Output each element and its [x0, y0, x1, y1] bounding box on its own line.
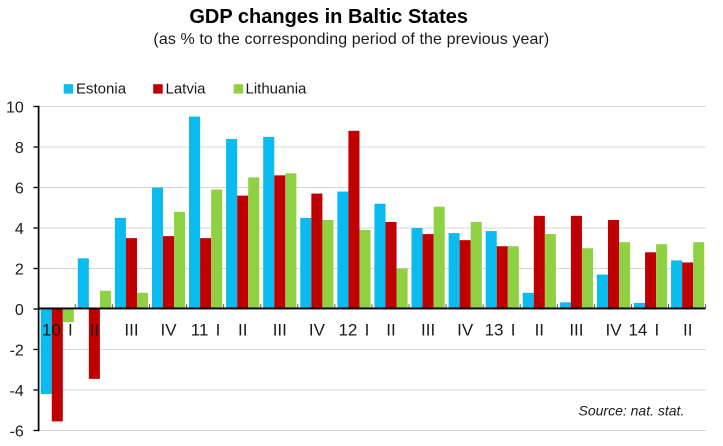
svg-text:III: III — [569, 320, 583, 339]
svg-text:2: 2 — [15, 261, 24, 278]
svg-text:II: II — [238, 320, 247, 339]
svg-text:IV: IV — [160, 320, 177, 339]
svg-text:II: II — [386, 320, 395, 339]
svg-text:-4: -4 — [10, 383, 24, 400]
svg-text:II: II — [683, 320, 692, 339]
svg-text:0: 0 — [15, 302, 24, 319]
svg-text:10 I: 10 I — [42, 320, 73, 339]
svg-text:Source: nat. stat.: Source: nat. stat. — [579, 403, 685, 419]
svg-text:10: 10 — [6, 99, 24, 116]
svg-text:III: III — [421, 320, 435, 339]
svg-text:-2: -2 — [10, 342, 24, 359]
svg-text:III: III — [124, 320, 138, 339]
svg-text:IV: IV — [309, 320, 326, 339]
svg-text:IV: IV — [457, 320, 474, 339]
svg-text:II: II — [90, 320, 99, 339]
svg-text:4: 4 — [15, 221, 24, 238]
svg-text:14 I: 14 I — [628, 320, 659, 339]
svg-text:6: 6 — [15, 180, 24, 197]
svg-text:8: 8 — [15, 140, 24, 157]
svg-text:11 I: 11 I — [191, 320, 221, 339]
svg-text:-6: -6 — [10, 423, 24, 440]
svg-text:III: III — [273, 320, 287, 339]
svg-text:(as % to the corresponding per: (as % to the corresponding period of the… — [153, 31, 549, 48]
svg-text:GDP changes in Baltic States: GDP changes in Baltic States — [189, 6, 468, 28]
svg-text:Lithuania: Lithuania — [246, 81, 308, 98]
svg-text:Latvia: Latvia — [166, 81, 207, 98]
svg-text:Estonia: Estonia — [76, 81, 127, 98]
svg-text:II: II — [535, 320, 544, 339]
svg-text:IV: IV — [605, 320, 622, 339]
svg-text:13 I: 13 I — [485, 320, 516, 339]
svg-text:12 I: 12 I — [338, 320, 369, 339]
